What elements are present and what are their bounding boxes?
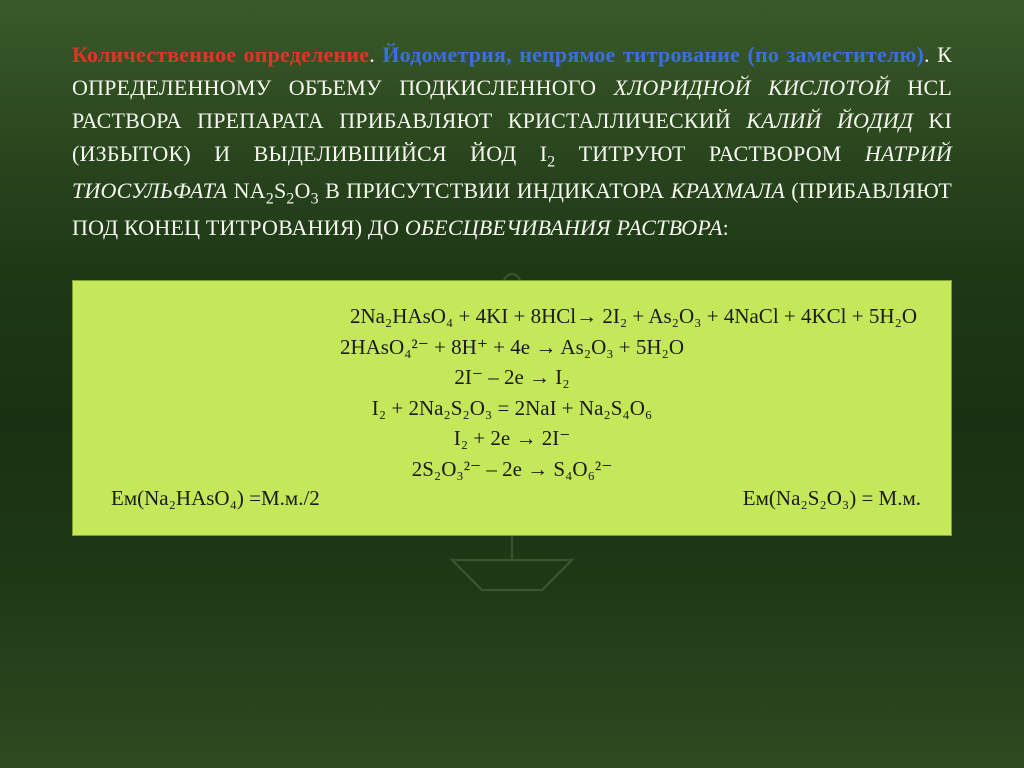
- equation-3: 2I⁻ – 2e → I₂: [99, 362, 925, 392]
- italic-term: хлоридной кислотой: [614, 75, 890, 100]
- equations-box: 2Na₂HAsO₄ + 4KI + 8HCl→ 2I₂ + As₂O₃ + 4N…: [72, 280, 952, 536]
- equation-1: 2Na₂HAsO₄ + 4KI + 8HCl→ 2I₂ + As₂O₃ + 4N…: [99, 301, 925, 331]
- title-blue: Йодометрия, непрямое титрование (по заме…: [382, 42, 924, 67]
- molar-mass-row: Eм(Na₂HAsO₄) =М.м./2 Eм(Na₂S₂O₃) = М.м.: [99, 484, 925, 511]
- equation-6: 2S₂O₃²⁻ – 2e → S₄O₆²⁻: [99, 454, 925, 484]
- molar-mass-right: Eм(Na₂S₂O₃) = М.м.: [743, 486, 921, 511]
- italic-term: обесцвечивания раствора: [405, 215, 723, 240]
- molar-mass-left: Eм(Na₂HAsO₄) =М.м./2: [111, 486, 320, 511]
- slide-content: Количественное определение. Йодометрия, …: [0, 0, 1024, 536]
- title-red: Количественное определение: [72, 42, 369, 67]
- italic-term: крахмала: [671, 178, 785, 203]
- italic-term: калий йодид: [746, 108, 913, 133]
- description-paragraph: Количественное определение. Йодометрия, …: [72, 38, 952, 244]
- equation-5: I₂ + 2e → 2I⁻: [99, 423, 925, 453]
- equation-2: 2HAsO₄²⁻ + 8H⁺ + 4e → As₂O₃ + 5H₂O: [99, 332, 925, 362]
- equation-4: I₂ + 2Na₂S₂O₃ = 2NaI + Na₂S₄O₆: [99, 393, 925, 423]
